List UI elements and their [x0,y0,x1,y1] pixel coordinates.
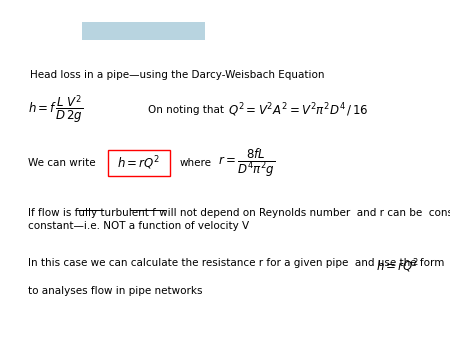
Text: $h = f\,\dfrac{L}{D}\dfrac{V^{2}}{2g}$: $h = f\,\dfrac{L}{D}\dfrac{V^{2}}{2g}$ [28,94,83,126]
Text: $h = rQ^{2}$: $h = rQ^{2}$ [376,257,419,274]
Text: $Q^{2} = V^{2}A^{2} = V^{2}\pi^{2}D^{4}\,/\,16$: $Q^{2} = V^{2}A^{2} = V^{2}\pi^{2}D^{4}\… [228,101,369,119]
Text: We can write: We can write [28,158,95,168]
Text: Head loss in a pipe—using the Darcy-Weisbach Equation: Head loss in a pipe—using the Darcy-Weis… [30,70,324,80]
Bar [82,22,205,40]
Bar [108,150,170,176]
Text: In this case we can calculate the resistance r for a given pipe  and use the for: In this case we can calculate the resist… [28,258,445,268]
Text: constant—i.e. NOT a function of velocity V: constant—i.e. NOT a function of velocity… [28,221,249,231]
Text: to analyses flow in pipe networks: to analyses flow in pipe networks [28,286,202,296]
Text: where: where [180,158,212,168]
Text: $h = rQ^{2}$: $h = rQ^{2}$ [117,154,161,172]
Text: If flow is fully turbulent f will not depend on Reynolds number  and r can be  c: If flow is fully turbulent f will not de… [28,208,450,218]
Text: On noting that: On noting that [148,105,224,115]
Text: $r = \dfrac{8fL}{D^{4}\pi^{2}g}$: $r = \dfrac{8fL}{D^{4}\pi^{2}g}$ [218,147,275,179]
